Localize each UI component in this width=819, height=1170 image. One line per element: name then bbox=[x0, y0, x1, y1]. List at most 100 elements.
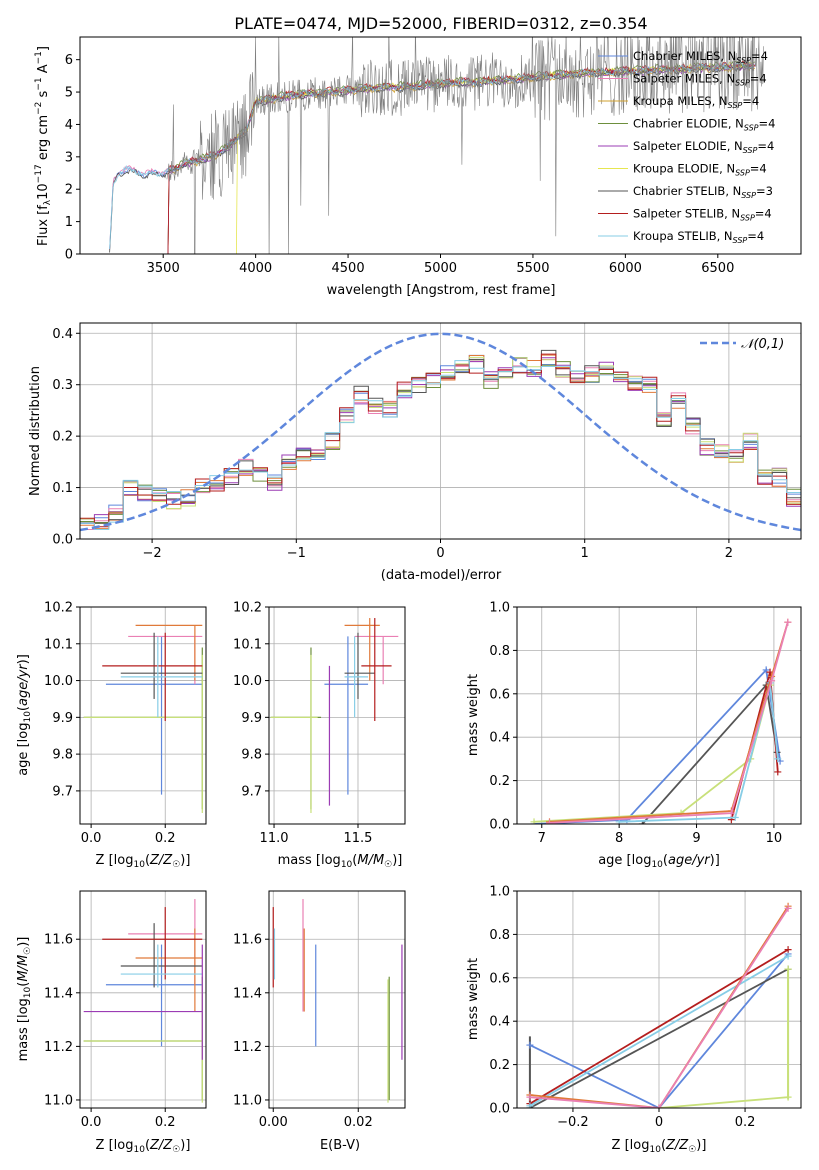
spectrum-xtick-label: 4000 bbox=[239, 261, 272, 276]
residuals-xlabel: (data-model)/error bbox=[381, 568, 502, 583]
weight-point-marker bbox=[762, 666, 770, 674]
age-vs-mass-plot-area bbox=[269, 607, 405, 824]
age_vs_Z-ticks: 0.0 0.2 9.7 9.8 9.9 10.0 10.1 10.2 bbox=[44, 601, 176, 847]
spectrum-xtick-label: 6500 bbox=[701, 261, 734, 276]
mass_vs_Z-ytick-label: 11.0 bbox=[44, 1093, 73, 1108]
weight-vs-metallicity-ylabel: mass weight bbox=[466, 958, 481, 1040]
mass_vs_Z-ytick-label: 11.6 bbox=[44, 933, 73, 948]
weight_vs_age-ytick-label: 0.0 bbox=[489, 818, 510, 833]
spectrum-ylabel: Flux [fλ10−17 erg cm−2 s−1 A−1] bbox=[34, 46, 53, 246]
spectrum-panel: wavelength [Angstrom, rest frame] Flux [… bbox=[34, 36, 802, 298]
age_vs_Z-ytick-label: 10.2 bbox=[44, 601, 73, 616]
weight-point-marker bbox=[774, 768, 782, 776]
age_vs_Z-ytick-label: 10.0 bbox=[44, 674, 73, 689]
legend-label: Chabrier MILES, NSSP=4 bbox=[633, 49, 768, 65]
age-vs-mass-xlabel: mass [log10(M/M☉)] bbox=[278, 853, 403, 870]
age-vs-metallicity-xlabel: Z [log10(Z/Z☉)] bbox=[96, 853, 191, 870]
mass_vs_ebv-ytick-label: 11.2 bbox=[233, 1040, 262, 1055]
weight-point-marker bbox=[784, 904, 792, 912]
weight_vs_Z-ytick-label: 0.0 bbox=[489, 1102, 510, 1117]
mass-vs-ebv-axes-frame bbox=[268, 890, 406, 1109]
weight-series-line bbox=[529, 907, 789, 1108]
mass-vs-ebv-panel: E(B-V) bbox=[268, 890, 406, 1153]
residuals-ytick-label: 0.3 bbox=[52, 378, 73, 393]
weight-point-marker bbox=[774, 755, 782, 763]
gaussian-legend-label: 𝒩(0,1) bbox=[741, 337, 784, 352]
spectrum-plot-area bbox=[109, 37, 764, 254]
mass_vs_Z-ytick-label: 11.2 bbox=[44, 1040, 73, 1055]
weight-point-marker bbox=[530, 818, 538, 824]
weight-point-marker bbox=[655, 1104, 663, 1108]
mass_vs_ebv-ytick-label: 11.6 bbox=[233, 933, 262, 948]
age_vs_Z-xtick-label: 0.0 bbox=[81, 831, 102, 846]
residuals-plot-area bbox=[80, 323, 801, 539]
spectrum-ytick-label: 4 bbox=[65, 118, 73, 133]
age-vs-metallicity-ylabel: age [log10(age/yr)] bbox=[16, 654, 33, 776]
residuals-ylabel: Normed distribution bbox=[28, 366, 43, 496]
age_vs_mass-ytick-label: 10.0 bbox=[233, 674, 262, 689]
weight_vs_Z-ytick-label: 0.2 bbox=[489, 1058, 510, 1073]
residuals-ytick-label: 0.4 bbox=[52, 327, 73, 342]
mass-vs-ebv-xlabel: E(B-V) bbox=[320, 1138, 360, 1153]
weight-series-line bbox=[533, 667, 781, 824]
weight_vs_Z-ytick-label: 0.8 bbox=[489, 928, 510, 943]
mass_vs_ebv-xtick-label: 0.02 bbox=[344, 1115, 373, 1130]
mass_vs_Z-ytick-label: 11.4 bbox=[44, 986, 73, 1001]
legend-label: Chabrier STELIB, NSSP=3 bbox=[633, 184, 773, 200]
mass-vs-metallicity-xlabel: Z [log10(Z/Z☉)] bbox=[96, 1138, 191, 1155]
figure-title: PLATE=0474, MJD=52000, FIBERID=0312, z=0… bbox=[234, 14, 647, 33]
residuals-ytick-label: 0.2 bbox=[52, 430, 73, 445]
age_vs_mass-ytick-label: 10.1 bbox=[233, 637, 262, 652]
weight-point-marker bbox=[526, 1041, 534, 1049]
weight-vs-metallicity-plot-area bbox=[517, 891, 801, 1108]
spectrum-ytick-label: 1 bbox=[65, 215, 73, 230]
mass-vs-metallicity-panel: Z [log10(Z/Z☉)] mass [log10(M/M☉)] bbox=[16, 890, 207, 1155]
age_vs_mass-ticks: 11.0 11.5 9.7 9.8 9.9 10.0 10.1 10.2 bbox=[233, 601, 372, 847]
weight-vs-metallicity-panel: Z [log10(Z/Z☉)] mass weight bbox=[466, 890, 802, 1155]
residuals-ytick-label: 0.1 bbox=[52, 481, 73, 496]
age_vs_mass-xtick-label: 11.0 bbox=[260, 831, 289, 846]
age_vs_Z-xtick-label: 0.2 bbox=[155, 831, 176, 846]
mass_vs_ebv-ticks: 0.00 0.02 11.0 11.2 11.4 11.6 bbox=[233, 933, 373, 1130]
weight-point-marker bbox=[727, 809, 735, 817]
age-vs-mass-axes-frame bbox=[268, 606, 406, 825]
legend-label: Salpeter STELIB, NSSP=4 bbox=[633, 207, 772, 223]
mass-vs-ebv-plot-area bbox=[269, 891, 405, 1108]
weight_vs_Z-ytick-label: 1.0 bbox=[489, 885, 510, 900]
age_vs_Z-ytick-label: 9.7 bbox=[52, 784, 73, 799]
spectrum-ytick-label: 2 bbox=[65, 183, 73, 198]
weight-vs-age-ylabel: mass weight bbox=[466, 674, 481, 756]
spectrum-xtick-label: 3500 bbox=[147, 261, 180, 276]
spectrum-ticks: 3500 4000 4500 5000 5500 6000 6500 0 1 2 3 4 5 6 bbox=[65, 53, 735, 276]
residuals-ticks: −2 −1 0 1 2 0.0 0.1 0.2 0.3 0.4 bbox=[52, 327, 733, 561]
residuals-xtick-label: −1 bbox=[287, 546, 306, 561]
legend-label: Chabrier ELODIE, NSSP=4 bbox=[633, 117, 775, 133]
mass_vs_Z-ticks: 0.0 0.2 11.0 11.2 11.4 11.6 bbox=[44, 933, 176, 1130]
weight-point-marker bbox=[768, 677, 776, 685]
age_vs_Z-ytick-label: 10.1 bbox=[44, 637, 73, 652]
residuals-xtick-label: 2 bbox=[725, 546, 733, 561]
weight_vs_age-ytick-label: 1.0 bbox=[489, 601, 510, 616]
weight-point-marker bbox=[784, 1093, 792, 1101]
legend-label: Salpeter ELODIE, NSSP=4 bbox=[633, 139, 774, 155]
weight_vs_age-ticks: 7 8 9 10 0.0 0.2 0.4 0.6 0.8 1.0 bbox=[489, 601, 782, 847]
weight_vs_age-xtick-label: 10 bbox=[766, 831, 783, 846]
weight-point-marker bbox=[526, 1102, 534, 1108]
weight-vs-age-plot-area bbox=[517, 607, 801, 824]
spectrum-xtick-label: 4500 bbox=[332, 261, 365, 276]
weight_vs_age-ytick-label: 0.8 bbox=[489, 644, 510, 659]
age_vs_mass-ytick-label: 9.8 bbox=[241, 748, 262, 763]
weight-series-line bbox=[529, 968, 789, 1108]
weight-point-marker bbox=[784, 965, 792, 973]
age_vs_mass-xtick-label: 11.5 bbox=[344, 831, 373, 846]
age_vs_mass-ytick-label: 9.9 bbox=[241, 711, 262, 726]
spectrum-xtick-label: 5000 bbox=[424, 261, 457, 276]
spectrum-ytick-label: 0 bbox=[65, 248, 73, 263]
weight-series-line bbox=[549, 621, 789, 824]
spectrum-ytick-label: 3 bbox=[65, 150, 73, 165]
age_vs_mass-ytick-label: 10.2 bbox=[233, 601, 262, 616]
weight-series-line bbox=[619, 682, 779, 823]
legend-label: Kroupa MILES, NSSP=4 bbox=[633, 94, 759, 110]
spectrum-xtick-label: 5500 bbox=[516, 261, 549, 276]
weight-point-marker bbox=[546, 819, 554, 824]
